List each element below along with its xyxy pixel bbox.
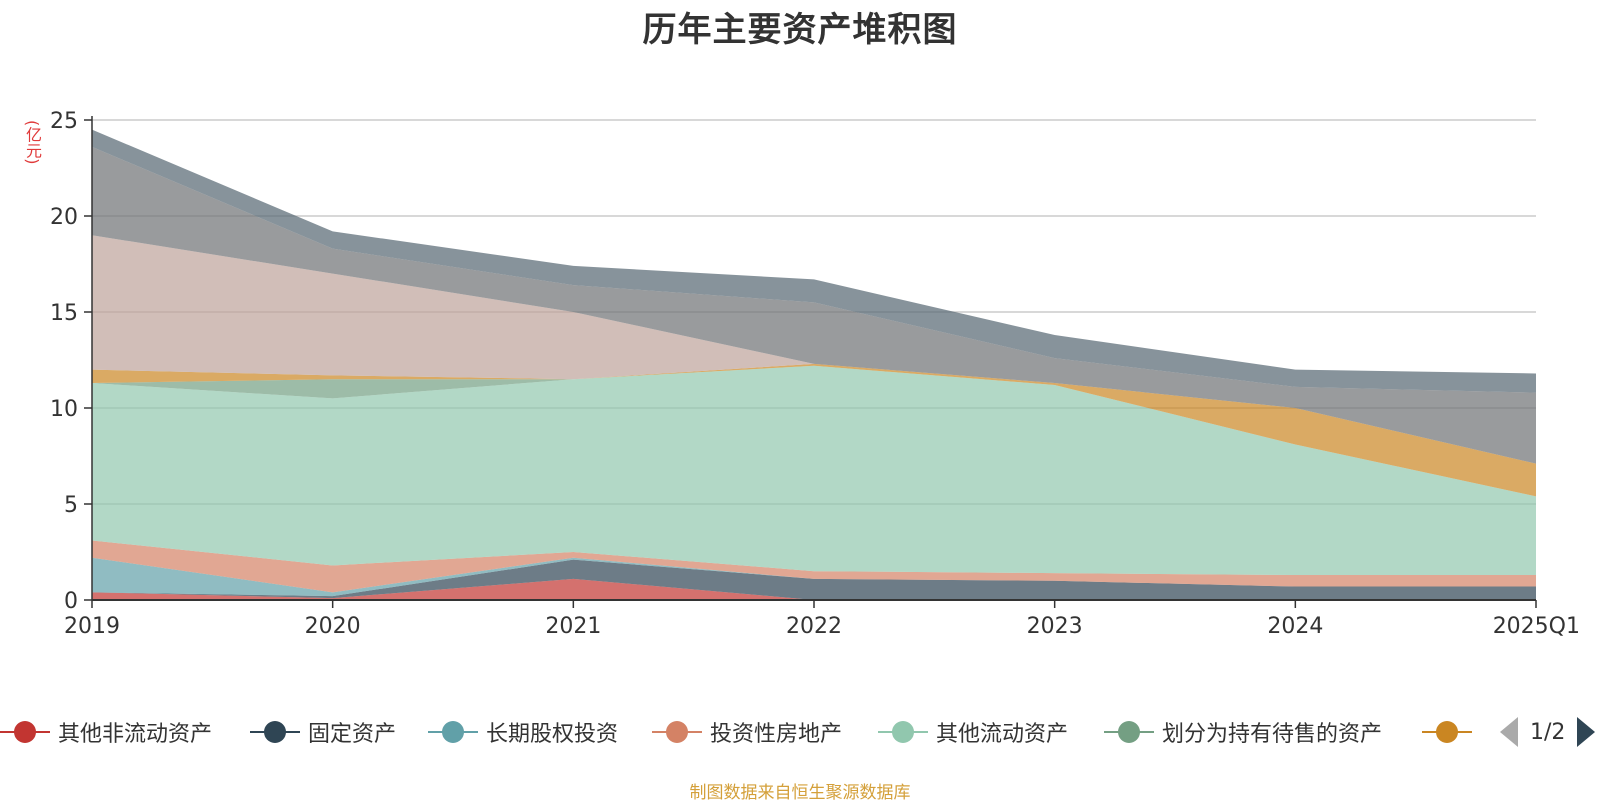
- legend-label: 投资性房地产: [710, 722, 843, 747]
- legend-item[interactable]: 长期股权投资: [428, 712, 618, 752]
- y-axis-unit-label: (亿元): [23, 120, 42, 165]
- chart-title: 历年主要资产堆积图: [642, 10, 958, 50]
- legend-label: 其他流动资产: [936, 722, 1069, 747]
- legend-item[interactable]: 其他非流动资产: [0, 712, 212, 752]
- x-tick-label: 2023: [1027, 614, 1083, 639]
- legend-page-indicator: 1/2: [1530, 719, 1566, 745]
- area-series-6[interactable]: [92, 363, 1536, 497]
- area-series-1[interactable]: [92, 559, 1536, 600]
- legend-prev-page-icon[interactable]: [1500, 717, 1518, 747]
- x-tick-label: 2020: [305, 614, 361, 639]
- legend-label: 其他非流动资产: [58, 722, 213, 747]
- legend-next-page-icon[interactable]: [1577, 717, 1596, 747]
- area-series-7[interactable]: [92, 235, 1536, 464]
- legend-pager: 1/2: [1500, 712, 1596, 752]
- legend-label: 划分为持有待售的资产: [1162, 722, 1383, 747]
- legend-marker-icon: [0, 718, 50, 746]
- legend-label: 固定资产: [308, 722, 397, 747]
- area-series-2[interactable]: [92, 557, 1536, 597]
- area-series-3[interactable]: [92, 540, 1536, 593]
- area-series-4[interactable]: [92, 365, 1536, 576]
- area-series-group: [92, 129, 1536, 600]
- y-tick-label: 25: [50, 109, 78, 134]
- legend-marker-icon: [250, 718, 300, 746]
- area-series-8[interactable]: [92, 146, 1536, 464]
- y-tick-label: 5: [64, 493, 78, 518]
- legend-marker-icon: [1104, 718, 1154, 746]
- legend-marker-icon: [878, 718, 928, 746]
- y-tick-label: 15: [50, 301, 78, 326]
- y-tick-label: 20: [50, 205, 78, 230]
- x-tick-label: 2022: [786, 614, 842, 639]
- source-note: 制图数据来自恒生聚源数据库: [689, 783, 911, 803]
- x-tick-label: 2024: [1267, 614, 1323, 639]
- x-tick-label: 2025Q1: [1493, 614, 1580, 639]
- y-tick-label: 10: [50, 397, 78, 422]
- legend-item[interactable]: 划分为持有待售的资产: [1104, 712, 1382, 752]
- legend-item[interactable]: 固定资产: [250, 712, 396, 752]
- legend-marker-icon: [652, 718, 702, 746]
- legend: 其他非流动资产 固定资产 长期股权投资 投资性房地产 其他流动资产 划分为持有待售的资产: [0, 712, 1600, 752]
- legend-label: 长期股权投资: [486, 722, 619, 747]
- legend-item[interactable]: 投资性房地产: [652, 712, 842, 752]
- y-tick-label: 0: [64, 589, 78, 614]
- area-series-0[interactable]: [92, 578, 1536, 600]
- x-tick-label: 2021: [545, 614, 601, 639]
- legend-marker-icon: [1422, 718, 1472, 746]
- legend-item[interactable]: 其他流动资产: [878, 712, 1068, 752]
- x-tick-label: 2019: [64, 614, 120, 639]
- legend-marker-icon: [428, 718, 478, 746]
- legend-item[interactable]: [1422, 712, 1472, 752]
